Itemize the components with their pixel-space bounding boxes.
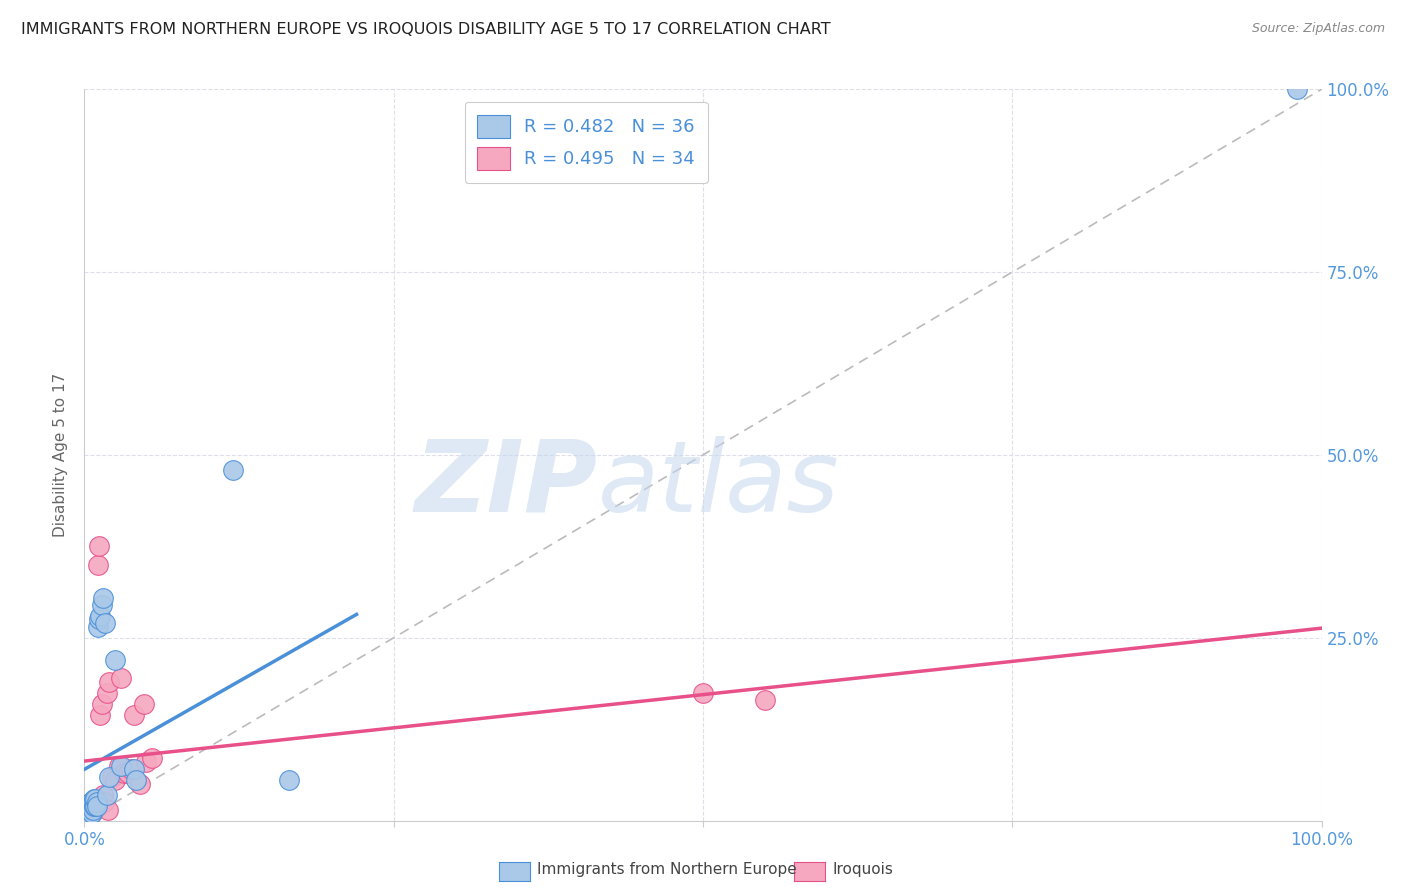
Point <box>1285 82 1308 96</box>
Point <box>98 770 121 784</box>
Point <box>93 796 115 810</box>
Point <box>79 807 101 822</box>
Point <box>80 806 103 821</box>
Point <box>110 671 132 685</box>
Point <box>75 810 97 824</box>
Point <box>135 755 157 769</box>
Point <box>86 800 108 814</box>
Point <box>83 799 105 814</box>
Text: Immigrants from Northern Europe: Immigrants from Northern Europe <box>537 863 797 877</box>
Point <box>91 591 114 605</box>
Point <box>84 791 107 805</box>
Point <box>75 806 97 821</box>
Point <box>692 686 714 700</box>
Point <box>86 799 108 814</box>
Point <box>96 686 118 700</box>
Point <box>79 803 101 817</box>
Point <box>89 707 111 722</box>
Point <box>90 598 112 612</box>
Text: Source: ZipAtlas.com: Source: ZipAtlas.com <box>1251 22 1385 36</box>
Y-axis label: Disability Age 5 to 17: Disability Age 5 to 17 <box>53 373 69 537</box>
Text: IMMIGRANTS FROM NORTHERN EUROPE VS IROQUOIS DISABILITY AGE 5 TO 17 CORRELATION C: IMMIGRANTS FROM NORTHERN EUROPE VS IROQU… <box>21 22 831 37</box>
Point <box>122 707 145 722</box>
Point <box>141 751 163 765</box>
Point <box>83 799 105 814</box>
Text: atlas: atlas <box>598 435 839 533</box>
Point <box>90 697 112 711</box>
Point <box>117 766 139 780</box>
Point <box>222 462 245 476</box>
Point <box>108 758 131 772</box>
Point <box>76 803 98 817</box>
Point <box>79 796 101 810</box>
Point <box>122 763 145 777</box>
Point <box>277 773 299 788</box>
Point <box>80 799 103 814</box>
Point <box>100 770 122 784</box>
Point <box>120 763 142 777</box>
Point <box>125 773 148 788</box>
Point <box>84 799 107 814</box>
Point <box>86 796 108 810</box>
Point <box>82 803 104 817</box>
Point <box>84 796 107 810</box>
Point <box>91 788 114 802</box>
Point <box>76 803 98 817</box>
Point <box>76 807 98 822</box>
Point <box>132 697 155 711</box>
Point <box>89 608 111 623</box>
Point <box>87 620 110 634</box>
Point <box>110 758 132 772</box>
Point <box>112 766 135 780</box>
Point <box>89 613 111 627</box>
Point <box>97 803 120 817</box>
Point <box>754 693 776 707</box>
Point <box>75 806 97 821</box>
Legend: R = 0.482   N = 36, R = 0.495   N = 34: R = 0.482 N = 36, R = 0.495 N = 34 <box>464 102 707 183</box>
Point <box>79 803 101 817</box>
Point <box>104 773 127 788</box>
Point <box>75 810 97 824</box>
Point <box>83 791 105 805</box>
Point <box>82 803 104 817</box>
Point <box>129 777 152 791</box>
Text: Iroquois: Iroquois <box>832 863 893 877</box>
Point <box>96 788 118 802</box>
Point <box>77 807 100 822</box>
Point <box>77 803 100 817</box>
Point <box>87 558 110 572</box>
Point <box>98 674 121 689</box>
Text: ZIP: ZIP <box>415 435 598 533</box>
Point <box>104 653 127 667</box>
Point <box>80 806 103 821</box>
Point <box>79 799 101 814</box>
Point <box>79 799 101 814</box>
Point <box>76 805 98 819</box>
Point <box>89 539 111 553</box>
Point <box>77 806 100 821</box>
Point <box>82 796 104 810</box>
Point <box>94 616 117 631</box>
